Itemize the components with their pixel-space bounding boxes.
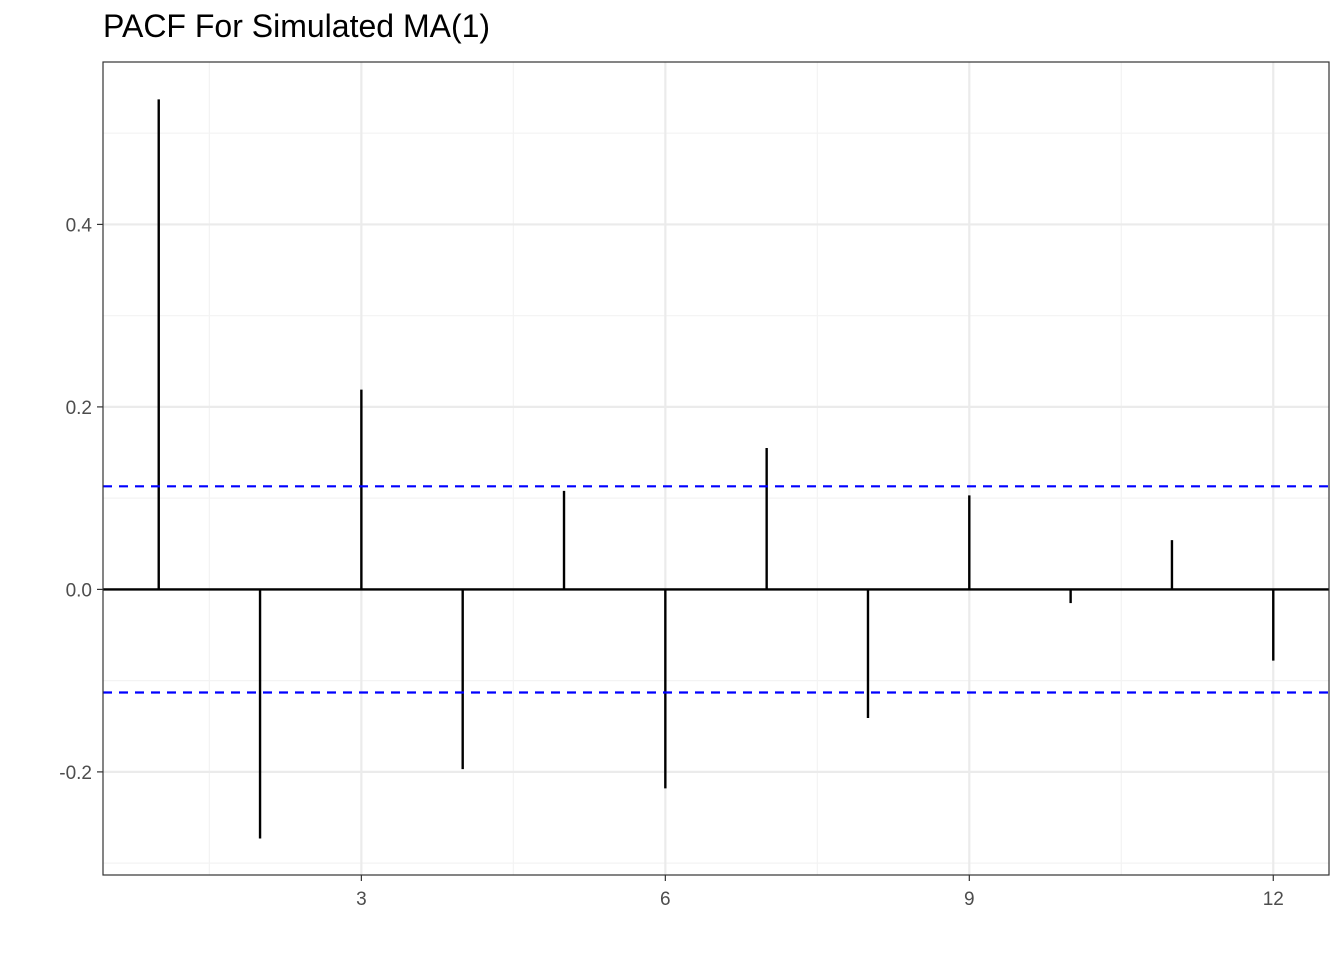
y-tick-label: 0.2 — [66, 398, 92, 419]
confidence-bounds — [103, 485, 1329, 694]
chart-title: PACF For Simulated MA(1) — [103, 8, 491, 44]
y-tick-label: 0.4 — [66, 215, 93, 236]
major-gridlines — [103, 62, 1329, 875]
y-tick-label: 0.0 — [66, 580, 92, 601]
minor-gridlines — [103, 62, 1329, 875]
y-tick-label: -0.2 — [59, 763, 92, 784]
x-tick-label: 6 — [660, 889, 671, 910]
x-tick-label: 3 — [356, 889, 367, 910]
x-tick-label: 12 — [1263, 889, 1284, 910]
x-tick-label: 9 — [964, 889, 975, 910]
y-axis: -0.2 0.0 0.2 0.4 — [59, 215, 103, 784]
pacf-bars — [157, 99, 1275, 839]
panel-border — [102, 61, 1330, 876]
x-axis: 3 6 9 12 — [356, 875, 1284, 910]
